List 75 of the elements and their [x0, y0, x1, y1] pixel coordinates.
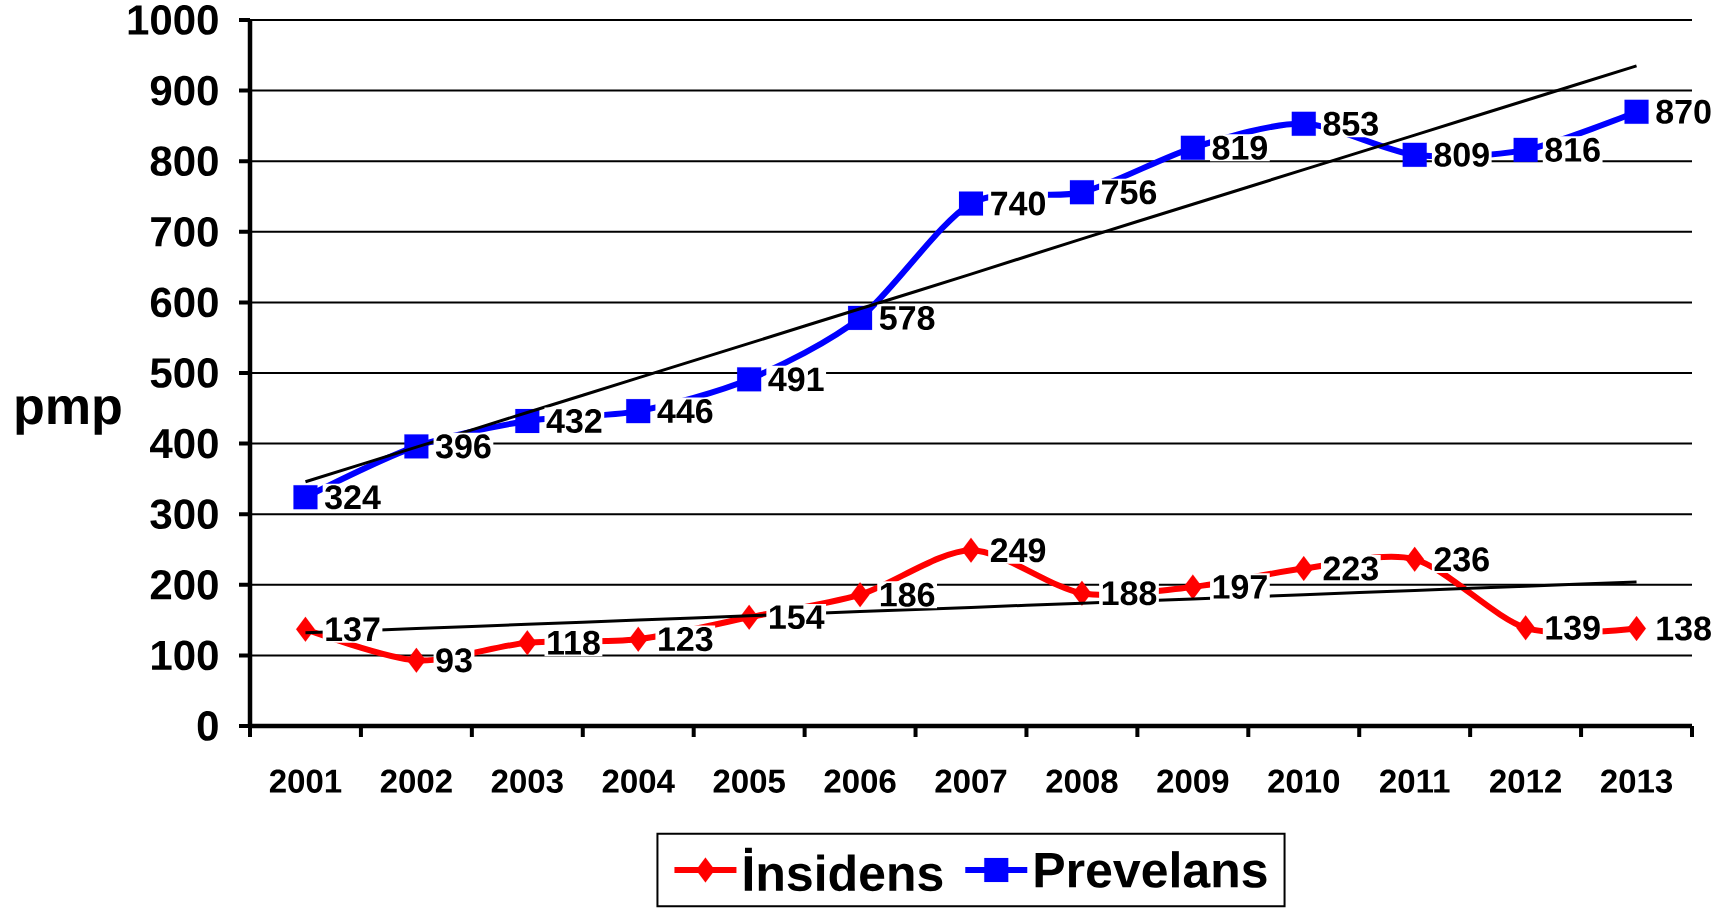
y-tick-label: 200	[150, 569, 218, 600]
x-tick-label: 2012	[1490, 769, 1561, 793]
y-tick-label: 1000	[128, 5, 218, 35]
y-tick-label: 600	[150, 287, 218, 318]
data-label: 870	[1656, 99, 1711, 124]
data-label: 188	[1102, 581, 1157, 606]
x-tick-label: 2006	[824, 769, 896, 793]
point	[958, 191, 984, 216]
legend-label: İnsidens	[744, 847, 943, 892]
x-tick-label: 2004	[602, 769, 675, 793]
point	[1291, 111, 1316, 136]
data-label: 197	[1213, 574, 1267, 599]
point	[517, 630, 537, 656]
data-label: 396	[435, 434, 491, 459]
data-label: 853	[1323, 111, 1378, 136]
point	[1624, 99, 1649, 124]
data-label: 139	[1546, 615, 1600, 640]
data-label: 809	[1434, 142, 1489, 167]
data-label: 578	[879, 305, 935, 330]
data-label: 756	[1102, 180, 1157, 205]
point	[296, 616, 315, 642]
x-tick-label: 2010	[1268, 769, 1340, 793]
point	[1405, 546, 1425, 572]
x-tick-label: 2009	[1157, 769, 1229, 793]
point	[293, 485, 318, 510]
x-tick-label: 2003	[491, 769, 563, 793]
y-tick-label: 500	[150, 358, 218, 388]
y-tick-label: 400	[150, 428, 218, 459]
y-tick-label: 0	[197, 711, 218, 741]
point	[1513, 137, 1538, 162]
point	[1180, 135, 1205, 160]
y-tick-label: 800	[150, 146, 218, 177]
point	[737, 367, 762, 392]
data-label: 123	[659, 627, 713, 652]
point	[850, 582, 870, 608]
x-tick-label: 2007	[935, 769, 1007, 793]
point	[1072, 580, 1092, 606]
data-label: 740	[991, 191, 1046, 216]
point	[626, 399, 651, 424]
data-label: 137	[326, 617, 380, 642]
point	[1516, 615, 1536, 641]
data-label: 118	[548, 630, 600, 655]
data-label: 446	[657, 399, 713, 424]
data-label: 138	[1657, 616, 1711, 641]
y-tick-label: 700	[151, 216, 218, 247]
y-tick-label: 300	[150, 499, 218, 530]
point	[1069, 180, 1094, 205]
data-label: 324	[324, 485, 381, 510]
x-tick-label: 2005	[713, 769, 785, 793]
point	[1294, 555, 1314, 582]
data-label: 249	[990, 538, 1046, 563]
legend-label: Prevelans	[1035, 851, 1267, 888]
y-tick-label: 900	[150, 75, 218, 106]
point	[961, 537, 981, 563]
data-label: 223	[1323, 556, 1378, 581]
x-tick-label: 2002	[380, 769, 452, 793]
y-tick-label: 100	[152, 640, 218, 671]
point	[1627, 616, 1646, 642]
y-axis-title: pmp	[16, 395, 121, 435]
data-label: 816	[1545, 137, 1600, 162]
data-label: 93	[436, 648, 472, 673]
point	[1183, 574, 1203, 600]
point	[628, 626, 648, 652]
data-label: 491	[768, 367, 824, 392]
data-label: 819	[1212, 135, 1267, 160]
point	[406, 647, 426, 673]
x-tick-label: 2011	[1380, 769, 1450, 793]
x-tick-label: 2001	[269, 769, 342, 793]
data-label: 154	[770, 605, 825, 630]
data-label: 236	[1434, 547, 1489, 572]
data-label: 186	[880, 582, 935, 607]
x-tick-label: 2008	[1046, 769, 1118, 793]
data-label: 432	[546, 408, 602, 434]
x-tick-label: 2013	[1600, 769, 1673, 793]
point	[1402, 142, 1427, 167]
